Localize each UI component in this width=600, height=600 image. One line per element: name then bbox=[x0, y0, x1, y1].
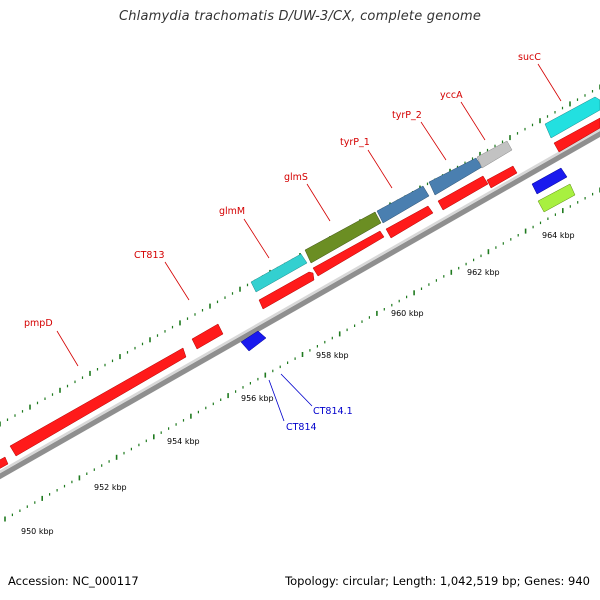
gene-label-tyrP1: tyrP_1 bbox=[340, 137, 370, 148]
gene-label-CT813: CT813 bbox=[134, 250, 165, 261]
leader-glmM bbox=[243, 218, 270, 259]
ruler-label-950: 950 kbp bbox=[21, 527, 54, 536]
gene-block-glmM-inner bbox=[258, 271, 315, 310]
inner-tick-row bbox=[4, 187, 600, 522]
ruler-label-960: 960 kbp bbox=[391, 309, 424, 318]
gene-block-CT814 bbox=[240, 330, 267, 352]
gene-label-sucC: sucC bbox=[518, 52, 541, 63]
gene-block-CT813 bbox=[191, 323, 224, 350]
gene-block-reverse-blue bbox=[531, 167, 568, 195]
gene-block-tyrP1-inner bbox=[385, 205, 434, 239]
gene-block-sucC-inner bbox=[553, 117, 600, 153]
gene-block-left-edge bbox=[0, 456, 9, 469]
gene-label-CT814.1: CT814.1 bbox=[313, 406, 353, 417]
leader-tyrP2 bbox=[420, 121, 447, 161]
leader-sucC bbox=[537, 63, 562, 102]
leader-pmpD bbox=[56, 330, 79, 367]
leader-CT814.1 bbox=[280, 373, 313, 407]
leader-CT814 bbox=[268, 379, 285, 422]
genome-summary-text: Topology: circular; Length: 1,042,519 bp… bbox=[285, 574, 590, 588]
gene-label-pmpD: pmpD bbox=[24, 318, 53, 329]
gene-label-yccA: yccA bbox=[440, 90, 463, 101]
ruler-label-952: 952 kbp bbox=[94, 483, 127, 492]
genome-backbone-highlight bbox=[0, 128, 600, 474]
leader-yccA bbox=[460, 101, 486, 141]
accession-text: Accession: NC_000117 bbox=[8, 574, 139, 588]
gene-block-pmpD bbox=[9, 347, 187, 457]
gene-block-sucC bbox=[544, 96, 600, 139]
leader-CT813 bbox=[164, 261, 190, 301]
gene-block-tyrP2-inner bbox=[437, 175, 489, 211]
leader-glmS bbox=[306, 183, 331, 222]
gene-label-glmS: glmS bbox=[284, 172, 308, 183]
gene-block-tyrP1 bbox=[376, 185, 430, 224]
ruler-label-954: 954 kbp bbox=[167, 437, 200, 446]
leader-tyrP1 bbox=[367, 149, 393, 189]
gene-block-glmM bbox=[250, 253, 308, 293]
gene-block-glmS bbox=[304, 211, 382, 264]
map-title: Chlamydia trachomatis D/UW-3/CX, complet… bbox=[118, 9, 482, 24]
gene-label-CT814: CT814 bbox=[286, 422, 317, 433]
gene-label-tyrP2: tyrP_2 bbox=[392, 110, 422, 121]
ruler-label-964: 964 kbp bbox=[542, 231, 575, 240]
gene-label-glmM: glmM bbox=[219, 206, 245, 217]
ruler-label-962: 962 kbp bbox=[467, 268, 500, 277]
ruler-label-958: 958 kbp bbox=[316, 351, 349, 360]
gene-block-yccA-inner bbox=[486, 165, 518, 189]
gene-block-reverse-green bbox=[537, 183, 576, 213]
genome-backbone bbox=[0, 131, 600, 480]
gene-block-glmS-inner bbox=[312, 230, 385, 277]
ruler-label-956: 956 kbp bbox=[241, 394, 274, 403]
gene-block-yccA bbox=[476, 140, 513, 169]
